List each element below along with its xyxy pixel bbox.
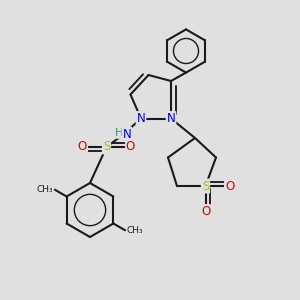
- Text: N: N: [122, 128, 131, 141]
- Text: CH₃: CH₃: [37, 185, 53, 194]
- Text: N: N: [136, 112, 146, 125]
- Text: H: H: [115, 128, 123, 138]
- Text: N: N: [167, 112, 176, 125]
- Text: O: O: [201, 205, 210, 218]
- Text: S: S: [202, 179, 209, 193]
- Text: CH₃: CH₃: [127, 226, 143, 235]
- Text: O: O: [126, 140, 135, 154]
- Text: O: O: [225, 179, 234, 193]
- Text: O: O: [78, 140, 87, 154]
- Text: S: S: [103, 140, 110, 154]
